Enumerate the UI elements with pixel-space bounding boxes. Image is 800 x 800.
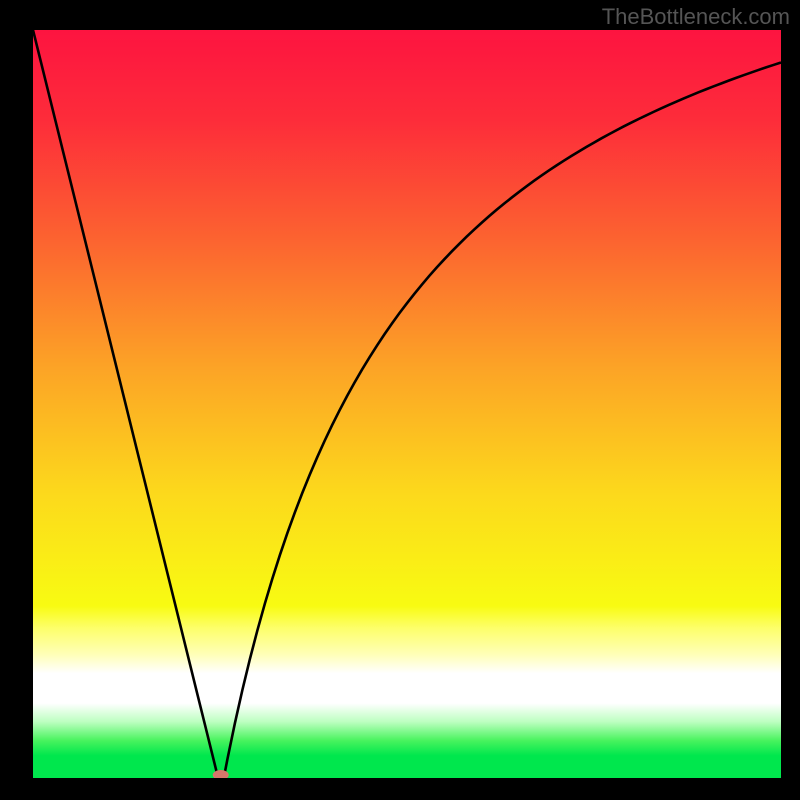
chart-container: TheBottleneck.com [0,0,800,800]
chart-svg [33,30,781,778]
plot-area [33,30,781,778]
watermark-text: TheBottleneck.com [602,4,790,30]
gradient-background [33,30,781,778]
